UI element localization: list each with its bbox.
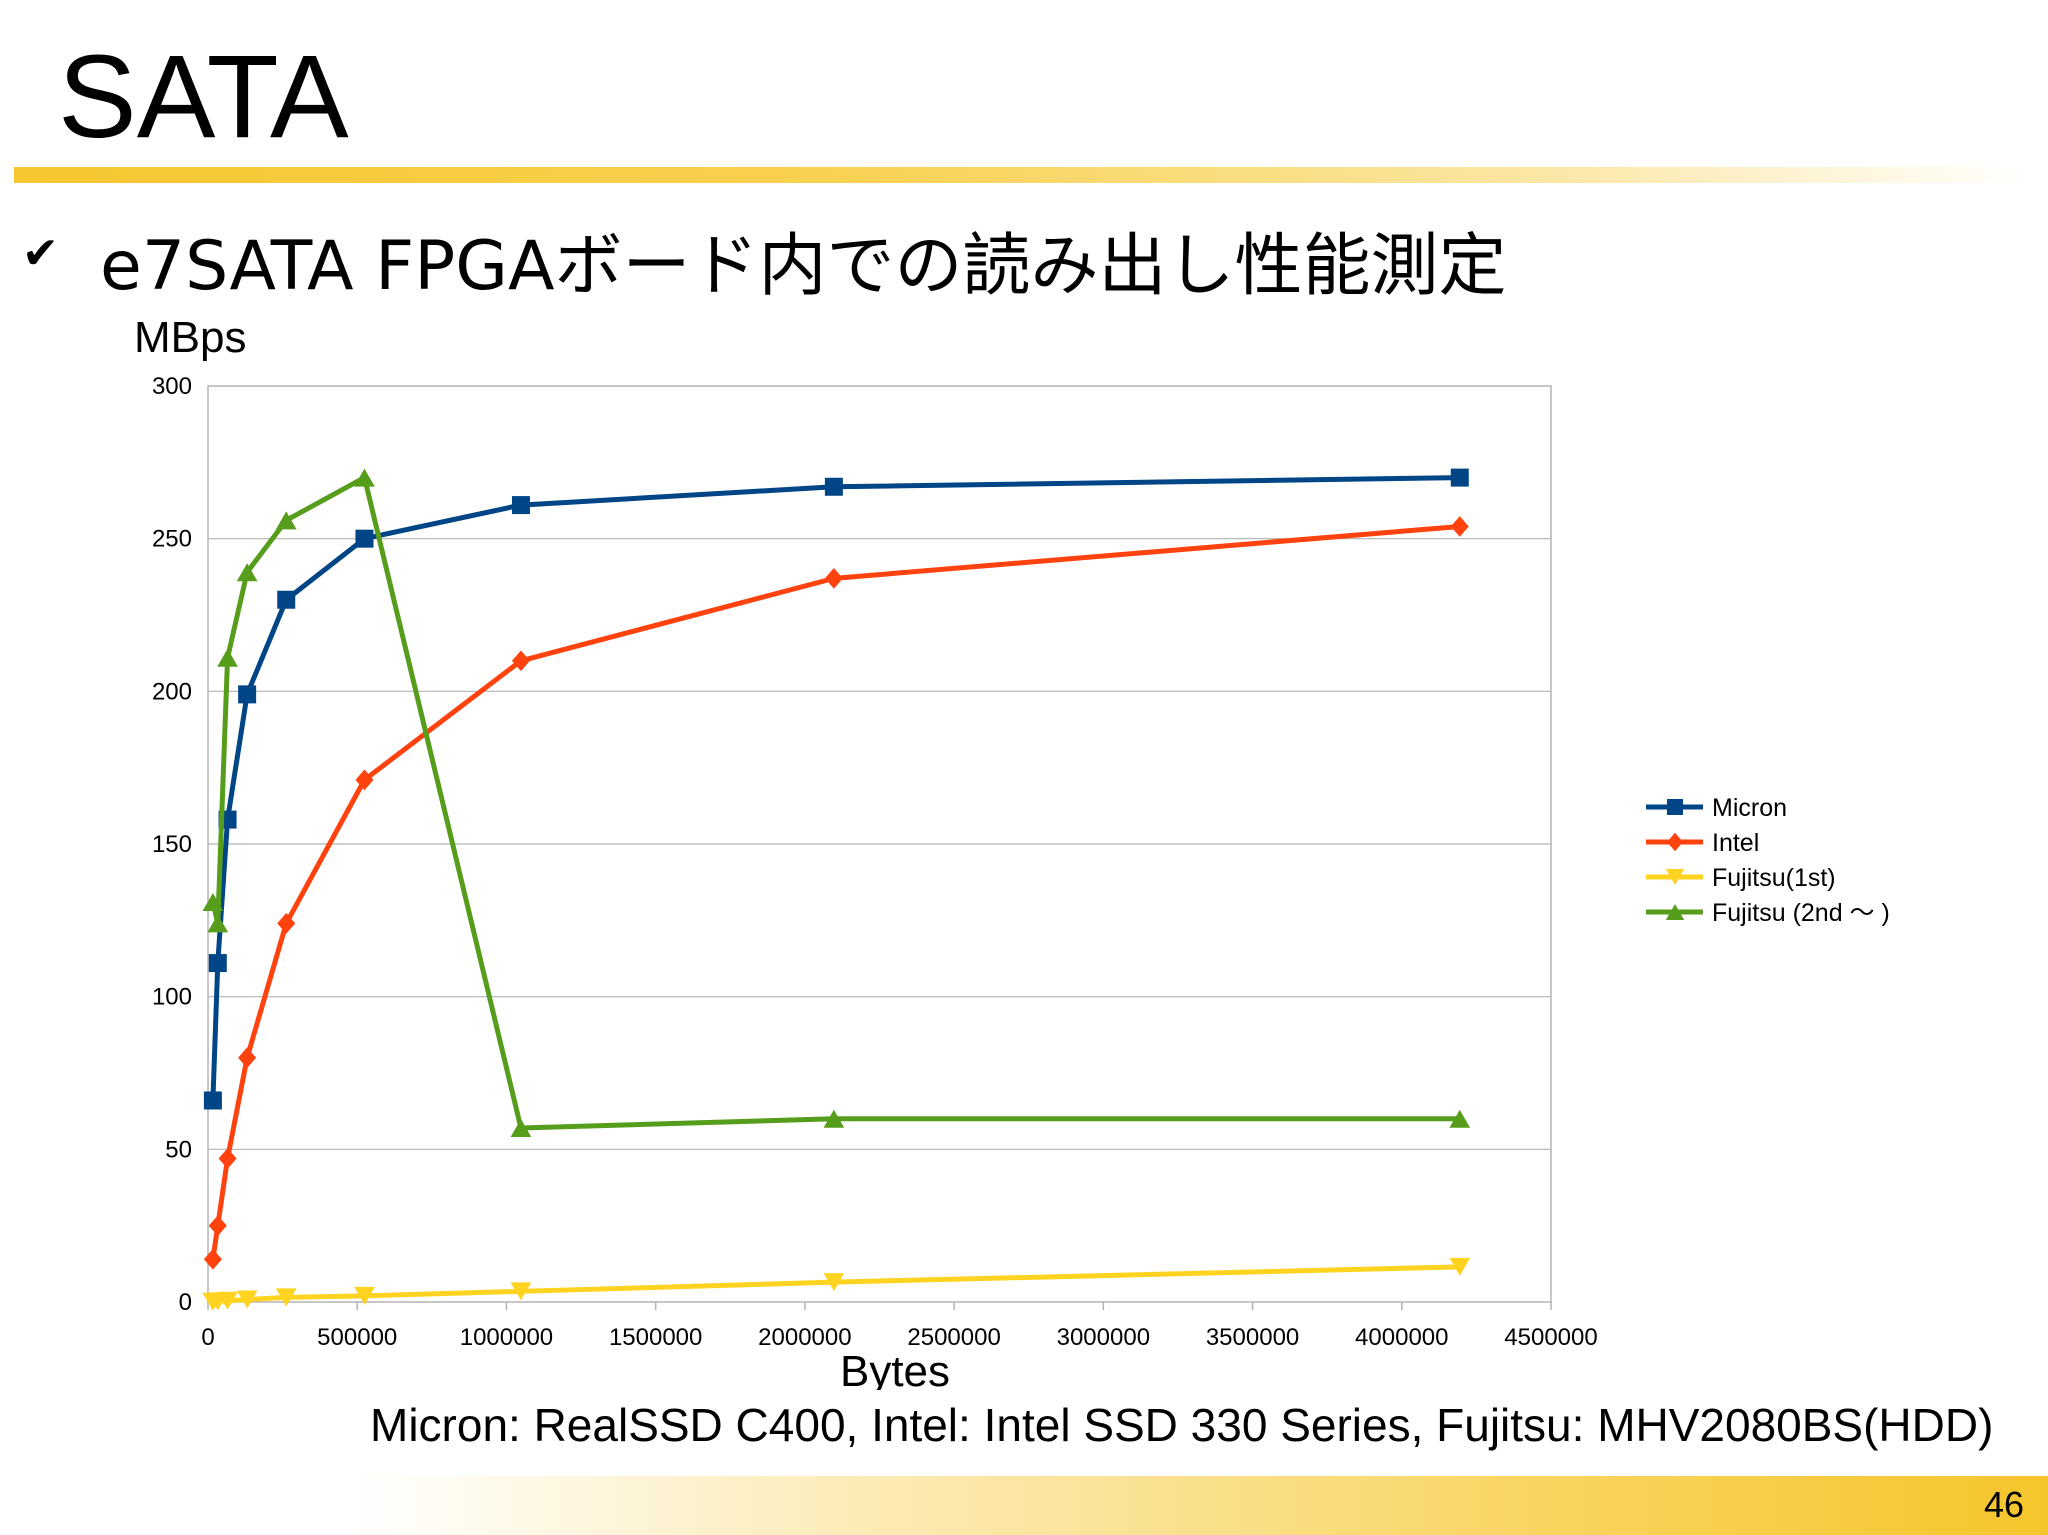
y-tick-label: 100 bbox=[152, 984, 192, 1011]
y-tick-label: 0 bbox=[179, 1289, 192, 1316]
y-tick-label: 250 bbox=[152, 526, 192, 553]
data-point bbox=[207, 914, 229, 933]
data-point bbox=[203, 1248, 222, 1270]
data-point bbox=[355, 529, 374, 548]
checkmark-icon: ✔ bbox=[22, 228, 59, 279]
data-point bbox=[236, 563, 258, 582]
legend-label: Micron bbox=[1712, 794, 1787, 822]
data-point bbox=[824, 477, 843, 496]
x-tick-label: 3000000 bbox=[1057, 1324, 1150, 1351]
series-intel bbox=[203, 516, 1469, 1270]
data-point bbox=[1450, 468, 1469, 487]
series-fujitsu-2nd bbox=[202, 468, 1471, 1137]
legend-marker bbox=[1667, 799, 1683, 815]
legend-label: Fujitsu (2nd ～ ) bbox=[1712, 899, 1890, 927]
data-point bbox=[208, 1215, 227, 1237]
y-tick-label: 50 bbox=[165, 1136, 192, 1163]
data-point bbox=[1449, 1257, 1471, 1276]
legend-marker bbox=[1665, 904, 1685, 920]
data-point bbox=[355, 769, 374, 791]
legend-label: Fujitsu(1st) bbox=[1712, 864, 1836, 892]
data-point bbox=[511, 496, 530, 515]
x-tick-label: 0 bbox=[201, 1324, 214, 1351]
x-tick-label: 500000 bbox=[317, 1324, 397, 1351]
page-number: 46 bbox=[1983, 1484, 2024, 1525]
bullet-text: e7SATA FPGAボード内での読み出し性能測定 bbox=[100, 227, 1507, 306]
data-point bbox=[354, 468, 375, 487]
data-point bbox=[1449, 1109, 1471, 1128]
series-fujitsu-1st bbox=[202, 1257, 1471, 1311]
legend-marker bbox=[1667, 832, 1683, 852]
data-point bbox=[217, 1291, 238, 1310]
slide-title: SATA bbox=[58, 31, 349, 163]
data-point bbox=[824, 568, 843, 589]
legend-marker bbox=[1665, 869, 1685, 885]
legend-label: Intel bbox=[1712, 829, 1759, 857]
data-point bbox=[510, 1282, 532, 1301]
x-tick-label: 2000000 bbox=[758, 1324, 851, 1351]
y-tick-label: 150 bbox=[152, 831, 192, 858]
x-axis-label: Bytes bbox=[840, 1347, 950, 1390]
x-tick-label: 4000000 bbox=[1355, 1324, 1448, 1351]
data-point bbox=[823, 1273, 845, 1292]
data-point bbox=[1450, 516, 1469, 537]
performance-chart: 0 50 100 150 200 250 300 0 500000 1000000 1500000 2… bbox=[134, 313, 1890, 1390]
data-point bbox=[218, 1148, 237, 1169]
data-point bbox=[208, 954, 227, 973]
data-point bbox=[354, 1286, 375, 1305]
legend: Micron Intel Fujitsu(1st) Fujitsu (2nd ～ ) bbox=[1646, 794, 1890, 927]
data-point bbox=[510, 1118, 532, 1137]
data-point bbox=[275, 511, 297, 530]
data-point bbox=[238, 685, 257, 704]
data-point bbox=[823, 1109, 845, 1128]
x-tick-label: 1500000 bbox=[609, 1324, 702, 1351]
footnote: Micron: RealSSD C400, Intel: Intel SSD 3… bbox=[370, 1399, 1994, 1451]
title-underline bbox=[14, 167, 2034, 183]
x-tick-label: 1000000 bbox=[460, 1324, 553, 1351]
data-point bbox=[202, 893, 224, 912]
x-tick-label: 4500000 bbox=[1504, 1324, 1597, 1351]
data-point bbox=[511, 650, 530, 672]
y-tick-label: 200 bbox=[152, 678, 192, 705]
data-point bbox=[238, 1047, 257, 1069]
data-point bbox=[236, 1290, 258, 1309]
y-axis-label: MBps bbox=[134, 313, 246, 362]
x-tick-label: 3500000 bbox=[1206, 1324, 1299, 1351]
y-tick-label: 300 bbox=[152, 373, 192, 400]
x-tick-label: 2500000 bbox=[907, 1324, 1000, 1351]
data-point bbox=[275, 1288, 297, 1307]
data-point bbox=[217, 648, 238, 667]
data-point bbox=[277, 913, 296, 934]
data-point bbox=[277, 590, 296, 609]
data-point bbox=[203, 1091, 222, 1110]
footer-band bbox=[352, 1476, 2048, 1535]
